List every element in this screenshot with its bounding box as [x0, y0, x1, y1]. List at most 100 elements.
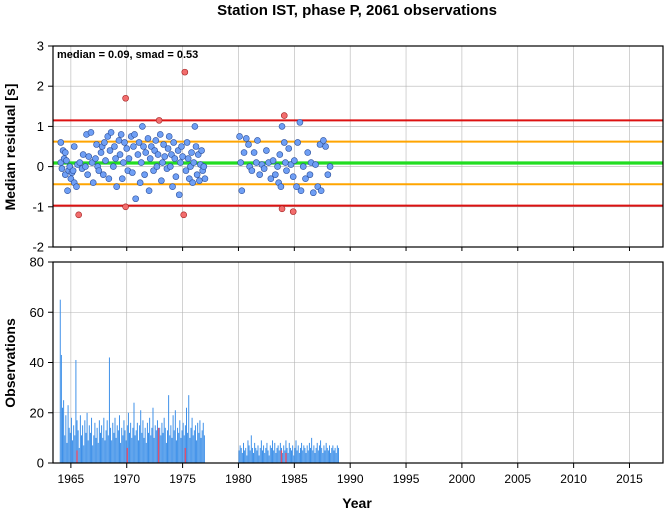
observation-bar: [259, 447, 261, 463]
residual-point: [182, 167, 190, 174]
observation-bar: [295, 440, 297, 463]
observation-bar: [172, 415, 174, 463]
residual-point: [302, 175, 309, 182]
residual-point: [102, 157, 109, 164]
residual-point: [112, 155, 119, 162]
observation-bar: [136, 422, 138, 463]
observation-bar: [332, 445, 334, 463]
residual-point: [170, 139, 177, 146]
observation-bar: [302, 450, 304, 463]
observation-bar: [266, 442, 268, 463]
observation-bar: [299, 447, 301, 463]
observations-bars: [59, 299, 339, 463]
observation-bar: [277, 445, 279, 463]
residual-point: [172, 173, 180, 180]
observation-bar: [148, 432, 150, 463]
observation-bar: [248, 445, 250, 463]
observation-bar: [274, 442, 276, 463]
observation-bar: [78, 447, 80, 463]
observation-bar: [116, 425, 118, 463]
observation-bar: [245, 447, 247, 463]
residual-point: [64, 187, 71, 195]
observation-bar: [177, 427, 179, 463]
observation-bar: [184, 425, 186, 463]
observation-bar: [92, 445, 94, 463]
observation-bar: [125, 440, 127, 463]
observation-bar: [75, 359, 77, 463]
observation-bar: [95, 437, 97, 463]
residual-point: [269, 157, 277, 164]
observation-bar: [263, 445, 265, 463]
observation-bar: [103, 417, 105, 463]
observation-bar: [87, 440, 89, 463]
observation-bar: [173, 430, 175, 463]
observation-bar: [272, 440, 274, 463]
observation-bar: [291, 450, 293, 463]
chart-title: Station IST, phase P, 2061 observations: [217, 2, 497, 19]
observation-bar: [334, 447, 336, 463]
observation-bar: [122, 435, 124, 463]
residual-point: [238, 187, 246, 195]
observation-bar: [130, 422, 132, 463]
observation-bar: [180, 437, 182, 463]
observation-bar: [155, 430, 157, 463]
residual-point: [177, 159, 184, 166]
observation-bar: [265, 447, 267, 463]
residual-point: [312, 161, 319, 168]
observation-bar: [298, 452, 300, 463]
observation-bar: [203, 435, 205, 463]
residual-point: [160, 141, 167, 148]
observation-bar: [124, 430, 126, 463]
observation-bar: [307, 450, 309, 463]
observation-bar: [323, 445, 325, 463]
observation-bar: [310, 447, 312, 463]
residual-point: [196, 177, 203, 184]
outlier-observation-bar: [280, 450, 283, 463]
residual-point: [87, 129, 95, 136]
residual-point: [131, 131, 138, 138]
observation-bar: [333, 450, 335, 463]
observation-bar: [304, 447, 306, 463]
residual-point: [161, 153, 169, 160]
observation-bar: [287, 452, 289, 463]
observation-bar: [254, 442, 256, 463]
observation-bar: [326, 447, 328, 463]
residual-point: [142, 149, 150, 156]
residual-point: [324, 171, 332, 178]
outlier-point: [289, 208, 297, 215]
observation-bar: [163, 417, 165, 463]
residual-point: [63, 157, 70, 164]
outlier-observation-bar: [76, 450, 78, 463]
x-tick-label: 1965: [58, 472, 85, 486]
residual-point: [294, 139, 301, 146]
observation-bar: [153, 437, 155, 463]
observation-bar: [255, 447, 257, 463]
y-tick-label: 0: [37, 456, 44, 471]
observation-bar: [201, 430, 203, 463]
observation-bar: [294, 447, 296, 463]
observation-bar: [200, 437, 202, 463]
observation-bar: [249, 450, 251, 463]
y-tick-label: 40: [30, 355, 44, 370]
observation-bar: [183, 435, 185, 463]
observation-bar: [86, 412, 88, 463]
observation-bar: [198, 432, 200, 463]
x-tick-label: 1975: [169, 472, 196, 486]
y-tick-label: 1: [37, 119, 44, 134]
observation-bar: [104, 440, 106, 463]
observation-bar: [324, 450, 326, 463]
residual-point: [245, 141, 252, 148]
observation-bar: [182, 422, 184, 463]
observation-bar: [322, 452, 324, 463]
observation-bar: [131, 437, 133, 463]
observation-bar: [88, 425, 90, 463]
outlier-point: [181, 68, 189, 76]
residual-point: [120, 159, 127, 166]
observation-bar: [106, 420, 108, 463]
observation-bar: [68, 427, 70, 463]
observation-bar: [165, 442, 167, 463]
residual-point: [92, 155, 99, 162]
observation-bar: [243, 442, 244, 463]
observation-bar: [260, 440, 262, 463]
observation-bar: [98, 420, 100, 463]
